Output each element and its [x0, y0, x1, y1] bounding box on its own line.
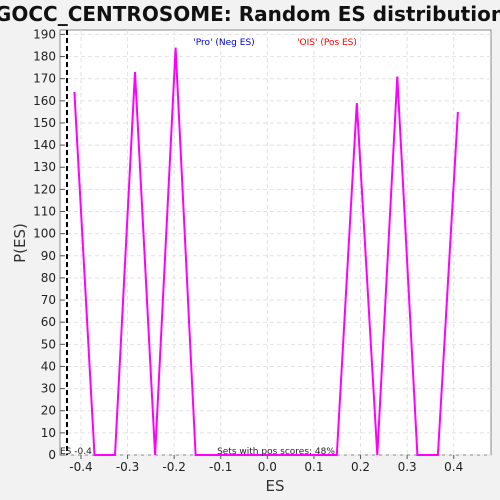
y-tick-label: 90: [41, 249, 56, 263]
y-tick-label: 0: [48, 448, 56, 462]
y-tick-label: 20: [41, 404, 56, 418]
y-tick-label: 180: [33, 50, 56, 64]
y-tick-label: 10: [41, 426, 56, 440]
x-tick-label: 0.1: [304, 460, 323, 474]
x-tick-label: -0.4: [69, 460, 92, 474]
y-tick-label: 150: [33, 116, 56, 130]
legend-pos: 'OIS' (Pos ES): [297, 38, 357, 48]
y-tick-label: 140: [33, 138, 56, 152]
y-tick-label: 100: [33, 227, 56, 241]
y-tick-label: 120: [33, 182, 56, 196]
x-tick-label: -0.3: [116, 460, 139, 474]
pos-scores-annotation: Sets with pos scores: 48%: [217, 447, 335, 457]
y-tick-label: 190: [33, 27, 56, 41]
y-tick-label: 30: [41, 382, 56, 396]
x-tick-label: 0.0: [258, 460, 277, 474]
y-tick-label: 160: [33, 94, 56, 108]
y-axis-label: P(ES): [11, 223, 29, 263]
x-tick-label: 0.3: [398, 460, 417, 474]
y-tick-label: 130: [33, 160, 56, 174]
observed-es-label: ES -0.4: [60, 447, 92, 457]
y-axis-ticks: 0 10 20 30 40 50 60 70 80 90 100 110 120 130 140 150 160…: [33, 27, 65, 462]
y-tick-label: 60: [41, 315, 56, 329]
x-tick-label: 0.4: [444, 460, 463, 474]
x-tick-label: 0.2: [351, 460, 370, 474]
x-axis-ticks: -0.4 -0.3 -0.2 -0.1 0.0 0.1 0.2 0.3 0.4: [69, 455, 463, 474]
y-tick-label: 170: [33, 72, 56, 86]
x-tick-label: -0.1: [209, 460, 232, 474]
y-tick-label: 40: [41, 359, 56, 373]
legend-neg: 'Pro' (Neg ES): [193, 38, 254, 48]
x-axis-label: ES: [266, 477, 285, 495]
series-line: [73, 47, 459, 456]
plot-area: [59, 29, 492, 456]
x-tick-label: -0.2: [162, 460, 185, 474]
chart-title: GOCC_CENTROSOME: Random ES distribution: [0, 2, 500, 26]
y-tick-label: 110: [33, 205, 56, 219]
y-tick-label: 50: [41, 337, 56, 351]
y-tick-label: 70: [41, 293, 56, 307]
y-tick-label: 80: [41, 271, 56, 285]
